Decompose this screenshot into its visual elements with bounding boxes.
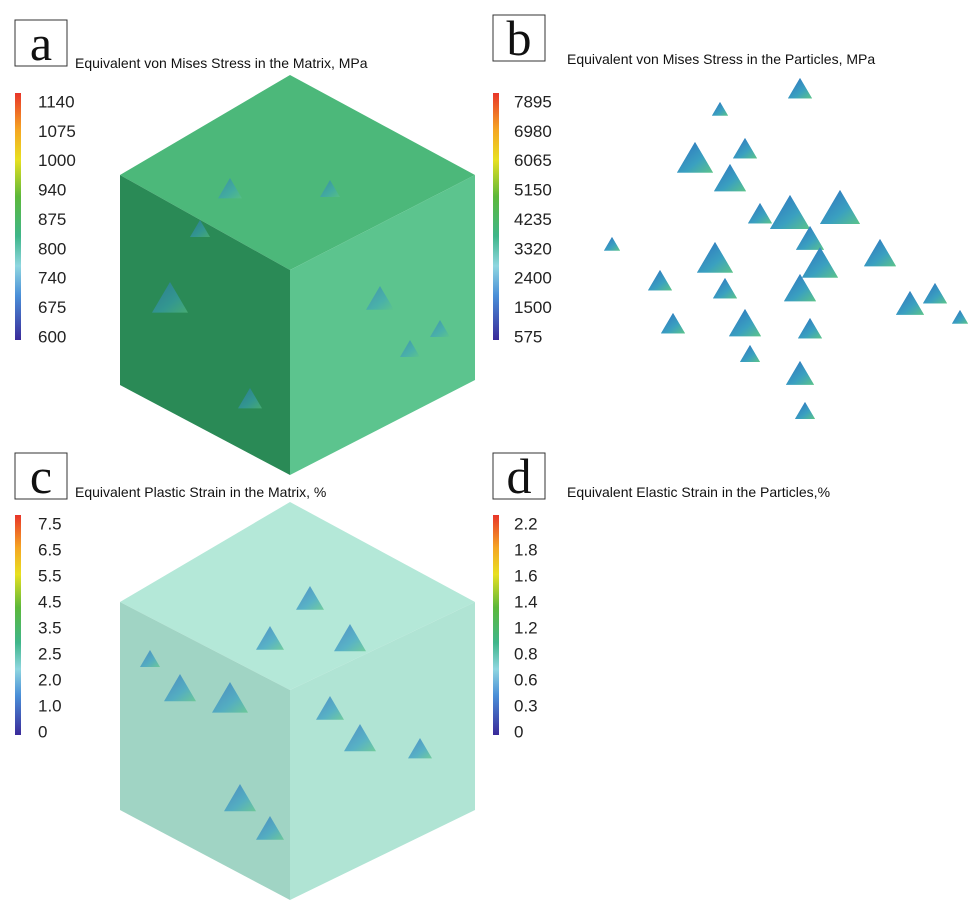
particle — [713, 278, 737, 298]
particle — [896, 291, 924, 315]
colorbar-label: 1.2 — [514, 618, 538, 637]
colorbar-label: 1075 — [38, 122, 76, 141]
colorbar-label: 0.6 — [514, 670, 538, 689]
matrix-cube — [120, 75, 475, 475]
colorbar-label: 940 — [38, 181, 66, 200]
particle — [770, 195, 810, 229]
panel-title: Equivalent Plastic Strain in the Matrix,… — [75, 484, 326, 500]
particle — [864, 239, 896, 266]
colorbar-label: 800 — [38, 239, 66, 258]
panel-letter: c — [30, 448, 52, 504]
colorbar-label: 575 — [514, 327, 542, 346]
panel-title: Equivalent von Mises Stress in the Parti… — [567, 51, 875, 67]
colorbar-label: 2.5 — [38, 644, 62, 663]
particle — [740, 345, 760, 362]
particle — [798, 318, 822, 338]
particle — [748, 203, 772, 223]
particle — [796, 226, 824, 250]
particle — [661, 313, 685, 333]
panel-letter: b — [507, 10, 532, 66]
colorbar-label: 6.5 — [38, 540, 62, 559]
particle — [802, 247, 838, 278]
panel-title: Equivalent Elastic Strain in the Particl… — [567, 484, 830, 500]
particle — [786, 361, 814, 385]
panel-letter: d — [507, 448, 532, 504]
panel-title: Equivalent von Mises Stress in the Matri… — [75, 55, 368, 71]
colorbar-label: 7895 — [514, 92, 552, 111]
particle — [820, 190, 860, 224]
particle — [648, 270, 672, 290]
particle — [733, 138, 757, 158]
colorbar — [493, 515, 499, 735]
colorbar-label: 2400 — [514, 269, 552, 288]
colorbar-label: 4235 — [514, 210, 552, 229]
particle — [952, 310, 968, 324]
colorbar-label: 1000 — [38, 151, 76, 170]
figure: a Equivalent von Mises Stress in the Matr… — [0, 0, 976, 906]
particle — [923, 283, 947, 303]
colorbar-label: 5150 — [514, 181, 552, 200]
colorbar-label: 1.4 — [514, 592, 538, 611]
particle — [604, 237, 620, 251]
colorbar-label: 1140 — [38, 92, 75, 111]
colorbar-label: 1.0 — [38, 696, 62, 715]
colorbar-label: 3.5 — [38, 618, 62, 637]
colorbar-label: 5.5 — [38, 566, 62, 585]
particle — [788, 78, 812, 98]
panel-letter: a — [30, 15, 52, 71]
colorbar — [15, 515, 21, 735]
colorbar-label: 2.2 — [514, 514, 538, 533]
particle — [712, 102, 728, 116]
particle — [729, 309, 761, 336]
colorbar-label: 875 — [38, 210, 66, 229]
colorbar-label: 0.3 — [514, 696, 538, 715]
particle — [677, 142, 713, 173]
particle — [784, 274, 816, 301]
colorbar-label: 0 — [38, 722, 47, 741]
colorbar-label: 600 — [38, 327, 66, 346]
particle — [795, 402, 815, 419]
colorbar — [493, 93, 499, 340]
colorbar-label: 1.6 — [514, 566, 538, 585]
colorbar-label: 3320 — [514, 239, 552, 258]
colorbar-label: 740 — [38, 269, 66, 288]
colorbar-label: 675 — [38, 298, 66, 317]
colorbar-label: 6980 — [514, 122, 552, 141]
colorbar-label: 7.5 — [38, 514, 62, 533]
colorbar — [15, 93, 21, 340]
colorbar-label: 1.8 — [514, 540, 538, 559]
colorbar-label: 2.0 — [38, 670, 62, 689]
particle — [714, 164, 746, 191]
particle — [697, 242, 733, 273]
colorbar-label: 1500 — [514, 298, 552, 317]
colorbar-label: 6065 — [514, 151, 552, 170]
colorbar-label: 0 — [514, 722, 523, 741]
colorbar-label: 4.5 — [38, 592, 62, 611]
colorbar-label: 0.8 — [514, 644, 538, 663]
